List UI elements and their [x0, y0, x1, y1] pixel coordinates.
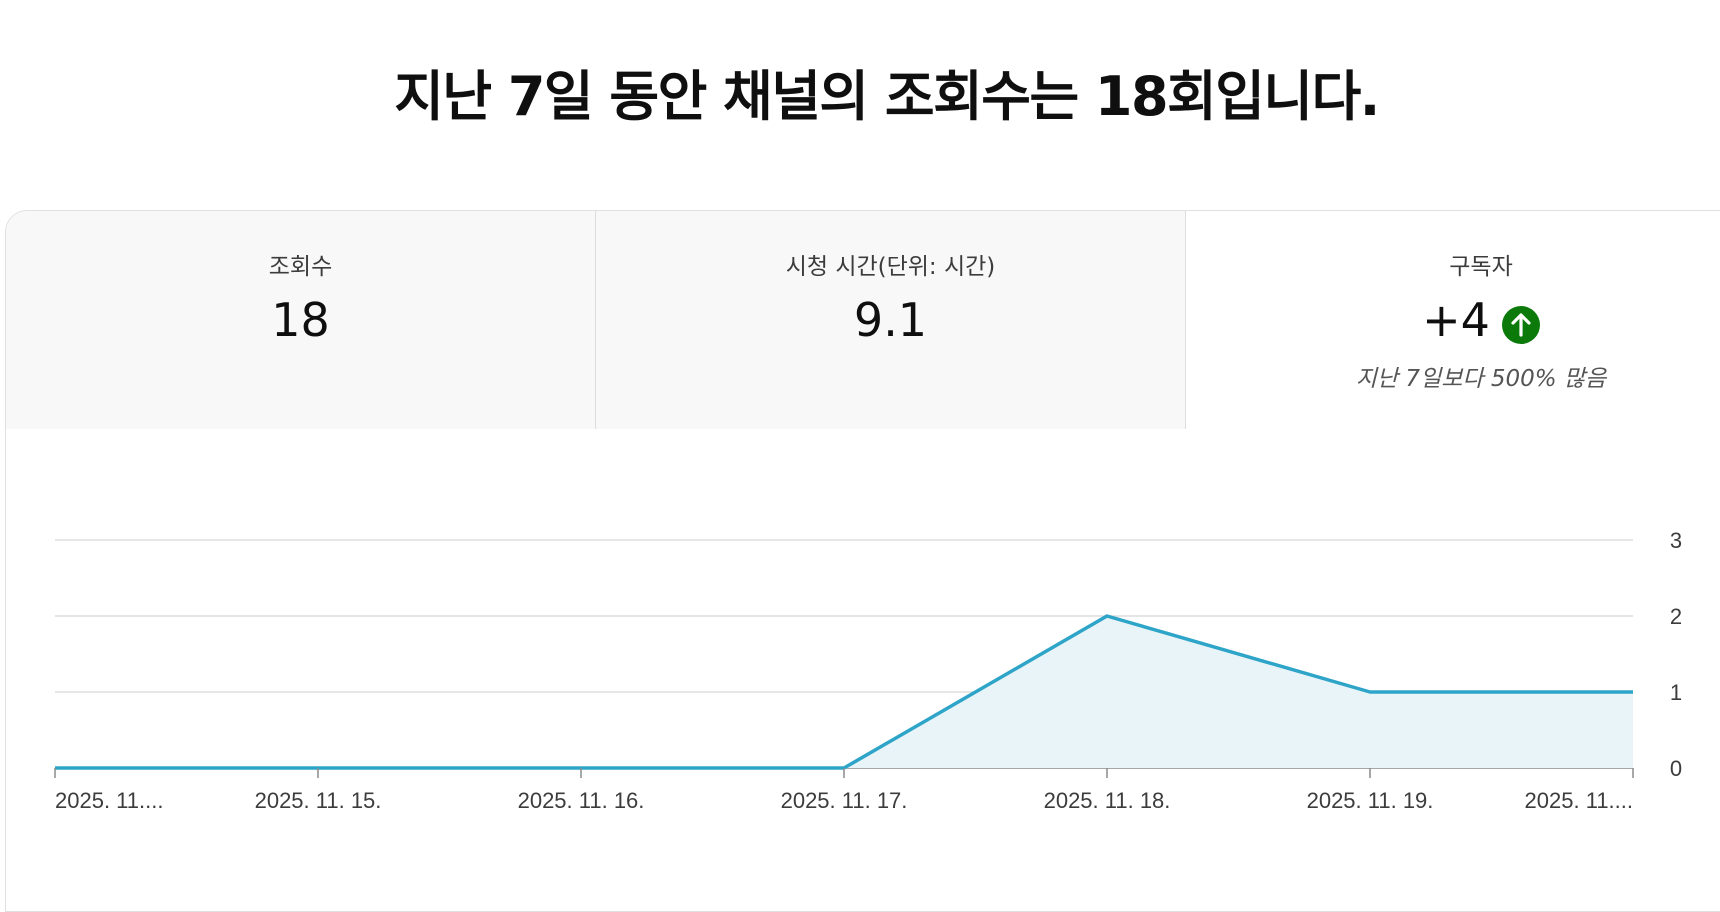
watch-time-value: 9.1	[854, 293, 927, 347]
subscribers-change-note: 지난 7일보다 500% 많음	[1186, 359, 1720, 393]
tab-label: 시청 시간(단위: 시간)	[596, 247, 1185, 281]
tab-value: +4	[1186, 289, 1720, 347]
tab-watch-time[interactable]: 시청 시간(단위: 시간) 9.1	[596, 211, 1186, 429]
views-value: 18	[271, 293, 330, 347]
tab-views[interactable]: 조회수 18	[6, 211, 596, 429]
page-headline: 지난 7일 동안 채널의 조회수는 18회입니다.	[0, 52, 1720, 131]
metric-tabs: 조회수 18 시청 시간(단위: 시간) 9.1 구독자 +4 지난 7일보다 …	[6, 211, 1720, 429]
tab-subscribers[interactable]: 구독자 +4 지난 7일보다 500% 많음	[1186, 211, 1720, 429]
subscribers-value: +4	[1422, 293, 1490, 347]
analytics-card: 조회수 18 시청 시간(단위: 시간) 9.1 구독자 +4 지난 7일보다 …	[5, 210, 1720, 912]
tab-value: 9.1	[596, 289, 1185, 347]
tab-label: 구독자	[1186, 247, 1720, 281]
tab-value: 18	[6, 289, 595, 347]
tab-label: 조회수	[6, 247, 595, 281]
arrow-up-circle-icon	[1502, 301, 1540, 339]
